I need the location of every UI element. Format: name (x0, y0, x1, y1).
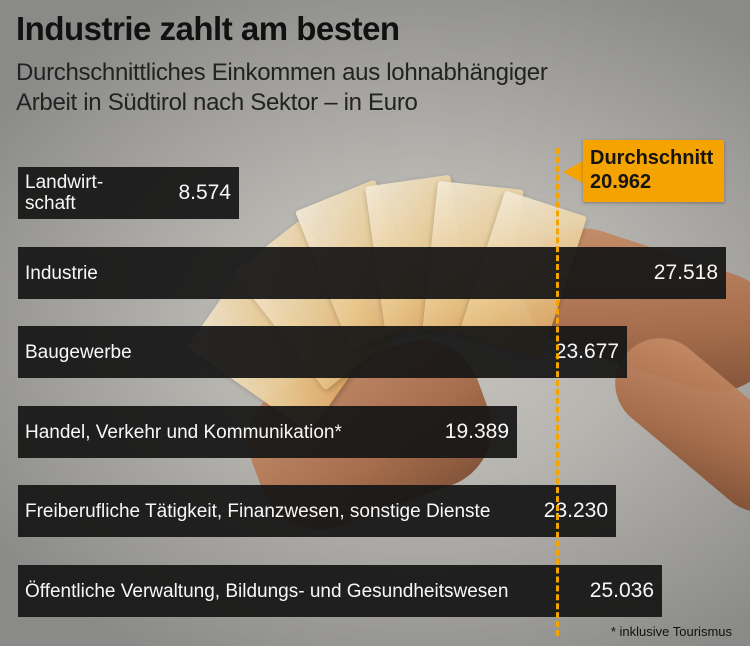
bar-label-line: Handel, Verkehr und Kommunikation* (25, 422, 342, 443)
bar-label-line: schaft (25, 193, 76, 214)
bar-label-line: Landwirt- (25, 172, 104, 193)
average-value: 20.962 (590, 171, 652, 193)
bar-label-line: Öffentliche Verwaltung, Bildungs- und Ge… (25, 581, 509, 602)
bar-value-label: 23.677 (554, 340, 619, 363)
bar-value-label: 8.574 (178, 181, 231, 204)
bar-value-label: 19.389 (444, 420, 509, 443)
bar: Industrie 27.518 (18, 247, 726, 299)
bar: Landwirt-schaft 8.574 (18, 167, 239, 219)
average-label: Durchschnitt (590, 147, 714, 169)
subtitle-line-2: Arbeit in Südtirol nach Sektor – in Euro (16, 89, 418, 116)
bar-label: Öffentliche Verwaltung, Bildungs- und Ge… (25, 581, 508, 602)
average-pointer (563, 161, 583, 183)
bar: Freiberufliche Tätigkeit, Finanzwesen, s… (18, 485, 616, 537)
chart-subtitle: Durchschnittliches Einkommen aus lohnabh… (16, 58, 548, 118)
footnote: * inklusive Tourismus (610, 624, 732, 639)
bar-label-line: Freiberufliche Tätigkeit, Finanzwesen, s… (25, 501, 491, 522)
bar: Öffentliche Verwaltung, Bildungs- und Ge… (18, 565, 662, 617)
bar-label: Baugewerbe (25, 342, 132, 363)
bar-label-line: Baugewerbe (25, 342, 132, 363)
average-callout: Durchschnitt 20.962 (583, 140, 724, 202)
bar-value-label: 23.230 (543, 499, 608, 522)
bar-label: Industrie (25, 263, 98, 284)
bar-label: Handel, Verkehr und Kommunikation* (25, 422, 342, 443)
chart-title: Industrie zahlt am besten (16, 10, 400, 47)
bar: Handel, Verkehr und Kommunikation* 19.389 (18, 406, 517, 458)
subtitle-line-1: Durchschnittliches Einkommen aus lohnabh… (16, 59, 548, 86)
bar-label-line: Industrie (25, 263, 98, 284)
bar-label: Landwirt-schaft (25, 172, 103, 214)
bar-value-label: 27.518 (653, 261, 718, 284)
bar-value-label: 25.036 (589, 579, 654, 602)
average-line (556, 148, 559, 636)
bar-label: Freiberufliche Tätigkeit, Finanzwesen, s… (25, 501, 490, 522)
bar: Baugewerbe 23.677 (18, 326, 627, 378)
